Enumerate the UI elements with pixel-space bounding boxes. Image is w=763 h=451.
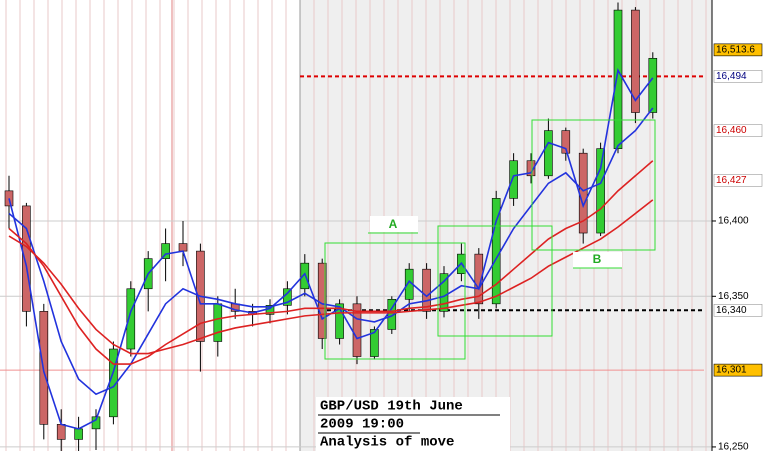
price-tag	[713, 70, 763, 83]
moving-average	[8, 160, 654, 365]
y-tick-label: 16,250	[718, 442, 749, 451]
plot-background	[0, 0, 300, 451]
plot	[0, 2, 712, 451]
price-tag-label: 16,427	[716, 175, 747, 186]
price-tag	[713, 43, 763, 57]
candle-body	[178, 243, 188, 252]
candle-body	[56, 424, 66, 440]
price-tag-label: 16,460	[716, 125, 747, 136]
price-tag	[713, 124, 763, 137]
label-bg	[573, 252, 622, 268]
candle-body	[370, 329, 379, 357]
candle-body	[422, 268, 431, 312]
note-box	[316, 397, 510, 451]
candle-body	[509, 160, 518, 199]
candle-body	[91, 416, 101, 430]
price-tag	[713, 363, 763, 377]
candle-body	[161, 243, 170, 259]
box-label: A	[389, 217, 398, 231]
candle-body	[22, 205, 31, 312]
note-line: 2009 19:00	[320, 417, 404, 433]
analysis-boxes	[324, 119, 656, 360]
candle-body	[213, 303, 223, 342]
y-tick-label: 16,400	[718, 216, 749, 227]
label-bg	[370, 216, 418, 232]
price-tag-label: 16,494	[716, 71, 747, 82]
candle-body	[474, 253, 484, 305]
value-axis: 16,400 16,350 16,250 16,513.6 16,494 16,460 16…	[712, 43, 763, 451]
price-tag	[713, 304, 763, 317]
box	[324, 242, 466, 360]
moving-average	[8, 199, 654, 355]
candle-body	[74, 428, 83, 440]
candle-body	[613, 9, 623, 149]
candle-body	[526, 160, 536, 177]
candle-body	[300, 262, 310, 290]
y-tick-label: 16,350	[718, 291, 749, 302]
candle-body	[596, 148, 605, 234]
box-label: B	[593, 252, 602, 266]
price-tag-label: 16,513.6	[716, 45, 755, 56]
moving-average	[8, 107, 654, 396]
candle-body	[439, 273, 449, 312]
note-line: Analysis of move	[320, 435, 454, 451]
candle-body	[561, 130, 571, 154]
vertical-grid	[5, 0, 707, 451]
box	[531, 119, 656, 251]
candle-body	[544, 130, 553, 177]
candle-body	[4, 190, 14, 207]
candle-body	[648, 57, 658, 113]
price-tag-label: 16,340	[716, 305, 747, 316]
candle-body	[126, 288, 136, 350]
note-line: GBP/USD 19th June	[320, 399, 463, 415]
candle-body	[631, 9, 640, 113]
price-tag-label: 16,301	[716, 365, 747, 376]
price-tag	[713, 174, 763, 187]
candle-body	[335, 303, 344, 339]
box	[437, 225, 553, 337]
